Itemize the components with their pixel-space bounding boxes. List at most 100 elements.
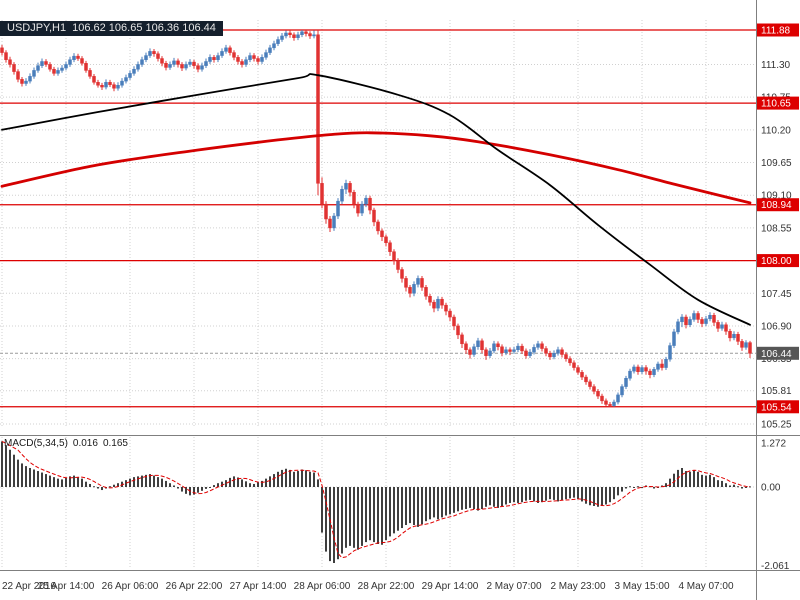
candle-body bbox=[224, 47, 228, 52]
macd-histogram-bar bbox=[329, 487, 331, 562]
macd-histogram-bar bbox=[573, 487, 575, 498]
candle-body bbox=[196, 65, 200, 70]
candle-body bbox=[24, 80, 28, 84]
current-price-tag bbox=[757, 346, 799, 360]
candle-body bbox=[516, 345, 520, 350]
candle-body bbox=[724, 324, 728, 332]
candle-body bbox=[368, 197, 372, 211]
macd-histogram-bar bbox=[369, 487, 371, 541]
macd-histogram-bar bbox=[569, 487, 571, 499]
candle-body bbox=[700, 319, 704, 324]
candle-body bbox=[648, 370, 652, 375]
candle-body bbox=[52, 68, 56, 74]
macd-histogram-bar bbox=[489, 487, 491, 506]
macd-histogram-bar bbox=[237, 477, 239, 487]
macd-histogram-bar bbox=[65, 477, 67, 487]
candle-body bbox=[712, 315, 716, 323]
ohlc-values: 106.62 106.65 106.36 106.44 bbox=[72, 22, 216, 34]
candle-body bbox=[392, 251, 396, 261]
macd-histogram-bar bbox=[561, 487, 563, 501]
macd-histogram-bar bbox=[473, 487, 475, 510]
macd-histogram-bar bbox=[129, 478, 131, 487]
macd-histogram-bar bbox=[457, 487, 459, 512]
candle-body bbox=[276, 39, 280, 44]
macd-histogram-bar bbox=[417, 487, 419, 527]
macd-histogram-bar bbox=[709, 474, 711, 487]
macd-histogram-bar bbox=[697, 471, 699, 487]
candle-body bbox=[300, 31, 304, 36]
candle-body bbox=[128, 73, 132, 78]
candle-body bbox=[256, 58, 260, 62]
candle-body bbox=[584, 376, 588, 383]
macd-histogram-bar bbox=[613, 487, 615, 500]
candle-body bbox=[336, 200, 340, 217]
macd-histogram-bar bbox=[585, 487, 587, 504]
macd-main-value: 0.016 bbox=[72, 438, 98, 449]
macd-histogram-bar bbox=[21, 463, 23, 487]
time-tick-label: 22 Apr 2016 bbox=[2, 581, 56, 592]
price-axis[interactable] bbox=[756, 0, 800, 570]
macd-histogram-bar bbox=[165, 480, 167, 487]
candle-body bbox=[428, 295, 432, 303]
candle-body bbox=[688, 319, 692, 326]
candle-body bbox=[8, 59, 12, 65]
candle-body bbox=[456, 325, 460, 336]
macd-histogram-bar bbox=[525, 487, 527, 501]
macd-histogram-bar bbox=[405, 487, 407, 525]
candle-body bbox=[560, 349, 564, 355]
macd-histogram-bar bbox=[713, 477, 715, 487]
candle-body bbox=[472, 346, 476, 355]
macd-histogram-bar bbox=[481, 487, 483, 510]
macd-histogram-bar bbox=[317, 479, 319, 487]
macd-histogram-bar bbox=[413, 487, 415, 525]
candle-body bbox=[708, 315, 712, 320]
time-tick-label: 3 May 15:00 bbox=[614, 581, 669, 592]
macd-histogram-bar bbox=[93, 486, 95, 488]
macd-histogram-bar bbox=[433, 487, 435, 518]
candle-body bbox=[496, 343, 500, 348]
macd-histogram-bar bbox=[341, 487, 343, 554]
candle-body bbox=[148, 51, 152, 56]
time-tick-label: 28 Apr 22:00 bbox=[358, 581, 415, 592]
price-tick-label: 109.10 bbox=[761, 191, 792, 202]
macd-histogram-bar bbox=[441, 487, 443, 518]
candle-body bbox=[304, 31, 308, 34]
chart-title: USDJPY,H1 106.62 106.65 106.36 106.44 bbox=[0, 21, 223, 36]
macd-histogram-bar bbox=[337, 487, 339, 560]
macd-histogram-bar bbox=[125, 480, 127, 487]
macd-histogram-bar bbox=[617, 487, 619, 496]
macd-histogram-bar bbox=[85, 481, 87, 487]
candle-body bbox=[372, 209, 376, 223]
macd-histogram-bar bbox=[221, 481, 223, 487]
time-axis[interactable] bbox=[0, 570, 800, 600]
candle-body bbox=[272, 43, 276, 49]
candle-body bbox=[448, 310, 452, 318]
macd-histogram-bar bbox=[349, 487, 351, 546]
candle-body bbox=[124, 77, 128, 82]
macd-histogram-bar bbox=[425, 487, 427, 522]
time-tick-label: 29 Apr 14:00 bbox=[422, 581, 479, 592]
macd-histogram-bar bbox=[605, 487, 607, 505]
macd-histogram-bar bbox=[9, 449, 11, 487]
macd-histogram-bar bbox=[509, 487, 511, 503]
candle-body bbox=[152, 51, 156, 55]
time-tick-label: 28 Apr 06:00 bbox=[294, 581, 351, 592]
macd-histogram-bar bbox=[381, 487, 383, 545]
candle-body bbox=[200, 65, 204, 70]
macd-histogram-bar bbox=[673, 473, 675, 487]
macd-histogram-bar bbox=[265, 478, 267, 487]
macd-histogram-bar bbox=[141, 475, 143, 487]
macd-histogram-bar bbox=[633, 487, 635, 488]
macd-histogram-bar bbox=[409, 487, 411, 524]
time-tick-label: 2 May 23:00 bbox=[550, 581, 605, 592]
macd-histogram-bar bbox=[533, 487, 535, 502]
level-price-tag bbox=[757, 96, 799, 110]
macd-histogram-bar bbox=[277, 471, 279, 487]
macd-histogram-bar bbox=[721, 480, 723, 487]
candle-body bbox=[540, 343, 544, 349]
macd-histogram-bar bbox=[89, 483, 91, 487]
candle-body bbox=[340, 189, 344, 202]
macd-histogram-bar bbox=[625, 487, 627, 489]
